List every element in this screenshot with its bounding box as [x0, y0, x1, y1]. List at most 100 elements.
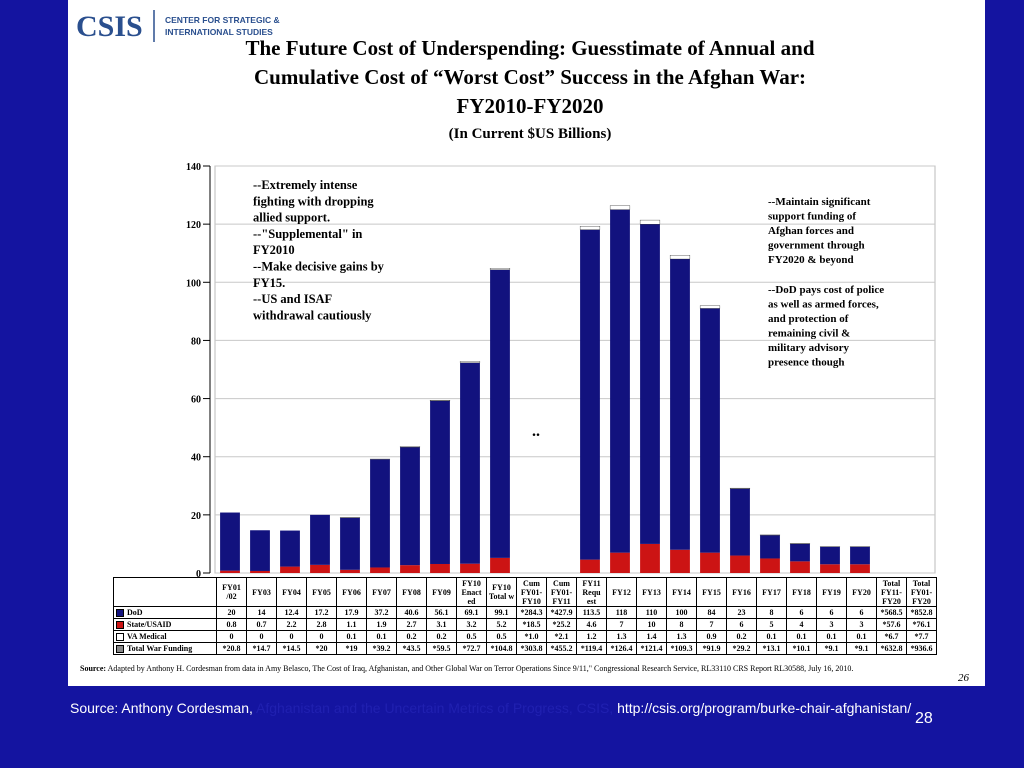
bar-segment	[490, 557, 510, 573]
legend-label: State/USAID	[127, 619, 172, 629]
x-tick-label: FY12	[606, 577, 637, 607]
annotation: FY2010	[253, 243, 295, 257]
value-label: 2.7	[396, 618, 427, 631]
bar-segment	[460, 563, 480, 573]
x-tick-label: FY14	[666, 577, 697, 607]
value-label: 17.9	[336, 606, 367, 619]
x-tick-label: FY01 /02	[216, 577, 247, 607]
x-tick-label: FY06	[336, 577, 367, 607]
value-label: 0	[306, 630, 337, 643]
value-label: 5	[756, 618, 787, 631]
bar-segment	[790, 543, 810, 562]
y-tick-label: 80	[191, 336, 201, 347]
bar-segment	[250, 530, 270, 571]
value-label: 100	[666, 606, 697, 619]
bar-segment	[460, 362, 480, 564]
annotation: --US and ISAF	[253, 292, 333, 306]
bar-segment	[430, 563, 450, 573]
annotation: remaining civil &	[768, 328, 850, 340]
value-label: 0.8	[216, 618, 247, 631]
bar-segment	[220, 512, 240, 571]
source-label: Source:	[80, 664, 107, 673]
value-label: *72.7	[456, 642, 487, 655]
value-label: *20.8	[216, 642, 247, 655]
bar-segment	[850, 564, 870, 573]
value-label: 0.5	[486, 630, 517, 643]
y-tick-label: 60	[191, 395, 201, 406]
value-label: *20	[306, 642, 337, 655]
value-label: 0.2	[426, 630, 457, 643]
org-name: INTERNATIONAL STUDIES	[165, 27, 273, 37]
value-label: 14	[246, 606, 277, 619]
value-label: 0.1	[336, 630, 367, 643]
value-label: 1.1	[336, 618, 367, 631]
value-label: 69.1	[456, 606, 487, 619]
legend-label: VA Medical	[127, 631, 167, 641]
value-label: *121.4	[636, 642, 667, 655]
annotation: --Extremely intense	[253, 178, 358, 192]
legend-entry: State/USAID	[113, 618, 217, 631]
chart-title: The Future Cost of Underspending: Guesst…	[245, 36, 814, 60]
y-tick-label: 20	[191, 511, 201, 522]
value-label: *10.1	[786, 642, 817, 655]
x-tick-label: FY05	[306, 577, 337, 607]
bar-segment	[820, 546, 840, 565]
annotation: FY2020 & beyond	[768, 254, 854, 266]
bar-segment	[640, 224, 660, 544]
x-tick-label: FY03	[246, 577, 277, 607]
value-label: *936.6	[906, 642, 937, 655]
value-label: 0.1	[846, 630, 877, 643]
chart-title: FY2010-FY2020	[457, 94, 604, 118]
bar-segment	[790, 561, 810, 573]
value-label: 1.9	[366, 618, 397, 631]
value-label: *455.2	[546, 642, 577, 655]
bar-segment	[400, 565, 420, 573]
bar-segment	[580, 229, 600, 560]
value-label: *126.4	[606, 642, 637, 655]
legend-entry: Total War Funding	[113, 642, 217, 655]
footer-link: Afghanistan and the Uncertain Metrics of…	[256, 700, 614, 716]
value-label: 118	[606, 606, 637, 619]
value-label: *25.2	[546, 618, 577, 631]
footer: Source: Anthony Cordesman, Afghanistan a…	[70, 699, 970, 718]
value-label: 2.8	[306, 618, 337, 631]
value-label: 5.2	[486, 618, 517, 631]
value-label: 84	[696, 606, 727, 619]
value-label: *57.6	[876, 618, 907, 631]
value-label: 17.2	[306, 606, 337, 619]
x-tick-label: FY18	[786, 577, 817, 607]
value-label: 0.1	[366, 630, 397, 643]
value-label: 113.5	[576, 606, 607, 619]
page-number: 28	[915, 710, 933, 727]
value-label: 0.1	[816, 630, 847, 643]
annotation: --Make decisive gains by	[253, 260, 385, 274]
value-label: 40.6	[396, 606, 427, 619]
bar-segment	[340, 517, 360, 570]
value-label: 0.1	[756, 630, 787, 643]
bar-segment	[579, 226, 601, 230]
x-tick-label: FY17	[756, 577, 787, 607]
bar-segment	[340, 569, 360, 573]
annotation: withdrawal cautiously	[253, 308, 372, 322]
value-label: *39.2	[366, 642, 397, 655]
value-label: 10	[636, 618, 667, 631]
annotation: support funding of	[768, 211, 856, 223]
value-label: *109.3	[666, 642, 697, 655]
value-label: 7	[696, 618, 727, 631]
bar-segment	[670, 549, 690, 573]
annotation: military advisory	[768, 342, 849, 354]
bar-segment	[669, 255, 691, 260]
bar-segment	[670, 259, 690, 550]
bar-segment	[610, 209, 630, 553]
value-label: *427.9	[546, 606, 577, 619]
bar-segment	[220, 570, 240, 573]
value-label: 0.2	[726, 630, 757, 643]
corner-cell	[113, 577, 217, 607]
bar-segment	[430, 400, 450, 564]
x-tick-label: Cum FY01- FY10	[516, 577, 547, 607]
chart-subtitle: (In Current $US Billions)	[449, 126, 612, 142]
x-tick-label: FY08	[396, 577, 427, 607]
annotation: allied support.	[253, 211, 330, 225]
legend-swatch	[116, 633, 124, 642]
value-label: 3	[816, 618, 847, 631]
